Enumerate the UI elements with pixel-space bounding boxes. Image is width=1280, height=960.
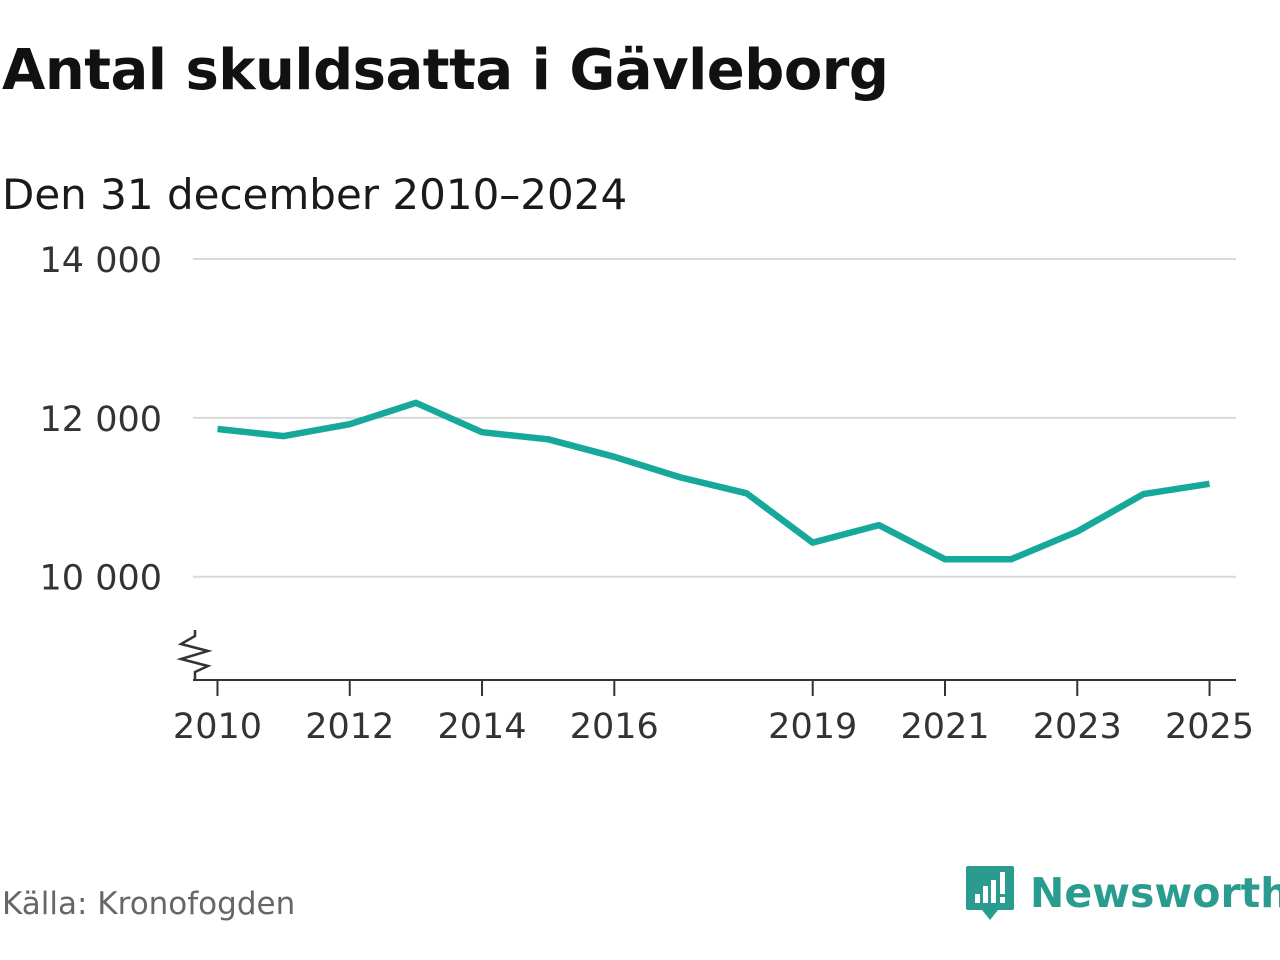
data-point — [545, 436, 551, 442]
y-tick-label: 12 000 — [40, 400, 162, 440]
y-axis-ticks: 10 000 12 000 14 000 — [40, 241, 162, 599]
source-note: Källa: Kronofogden — [2, 886, 296, 922]
data-point — [677, 474, 683, 480]
data-point — [214, 426, 220, 432]
data-point — [1206, 481, 1212, 487]
x-axis-ticks: 2010 2012 2014 2016 2019 2021 2023 2025 — [173, 680, 1254, 747]
y-tick-label: 14 000 — [40, 241, 162, 281]
data-point — [479, 429, 485, 435]
data-point — [743, 490, 749, 496]
brand-logo: Newsworthy — [964, 864, 1280, 922]
data-point — [413, 400, 419, 406]
newsworthy-logo-icon — [966, 866, 1014, 920]
data-point — [280, 433, 286, 439]
series-line — [217, 399, 1211, 563]
x-tick-label: 2019 — [768, 707, 857, 747]
x-tick-label: 2025 — [1165, 707, 1254, 747]
x-tick-label: 2021 — [900, 707, 989, 747]
x-tick-label: 2023 — [1033, 707, 1122, 747]
data-point — [347, 421, 353, 427]
chart-title: Antal skuldsatta i Gävleborg — [2, 38, 889, 103]
x-tick-label: 2010 — [173, 707, 262, 747]
data-point — [942, 556, 948, 562]
data-point — [1074, 528, 1080, 534]
x-tick-label: 2012 — [305, 707, 394, 747]
data-point — [876, 522, 882, 528]
data-point — [810, 539, 816, 545]
brand-name: Newsworthy — [1030, 869, 1280, 917]
data-point — [611, 454, 617, 460]
x-tick-label: 2014 — [437, 707, 526, 747]
axis-break-icon — [176, 630, 213, 680]
axes — [176, 630, 1236, 681]
chart-subtitle: Den 31 december 2010–2024 — [2, 170, 628, 219]
series-group — [214, 399, 1212, 563]
data-point — [1140, 491, 1146, 497]
data-point — [1008, 556, 1014, 562]
y-tick-label: 10 000 — [40, 559, 162, 599]
x-tick-label: 2016 — [570, 707, 659, 747]
